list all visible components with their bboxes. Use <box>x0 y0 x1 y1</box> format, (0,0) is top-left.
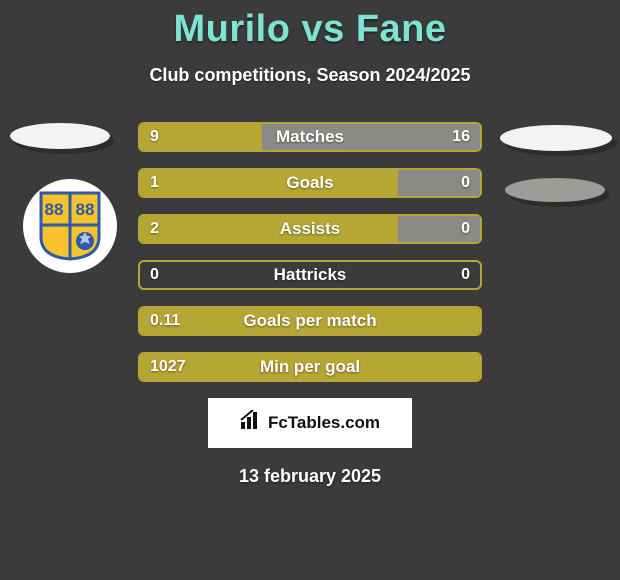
footer-brand-box[interactable]: FcTables.com <box>208 398 412 448</box>
stat-row: 1027 Min per goal <box>0 352 620 382</box>
footer-brand-text: FcTables.com <box>268 413 380 433</box>
stat-value-right: 0 <box>461 220 470 238</box>
stat-bar-gpm: 0.11 Goals per match <box>138 306 482 336</box>
subtitle: Club competitions, Season 2024/2025 <box>0 65 620 86</box>
stat-value-right: 0 <box>461 174 470 192</box>
shield-icon: 88 88 <box>39 191 101 261</box>
stat-label: Goals <box>140 173 480 193</box>
avatar-placeholder-right-2 <box>505 178 605 202</box>
date-text: 13 february 2025 <box>0 466 620 487</box>
club-badge: 88 88 <box>23 179 117 273</box>
badge-number: 88 <box>45 200 64 219</box>
stat-value-right: 16 <box>452 128 470 146</box>
chart-icon <box>240 410 262 436</box>
svg-text:88: 88 <box>76 200 95 219</box>
stat-bar-mpg: 1027 Min per goal <box>138 352 482 382</box>
stat-bar-hattricks: 0 Hattricks 0 <box>138 260 482 290</box>
stat-label: Assists <box>140 219 480 239</box>
stat-bar-matches: 9 Matches 16 <box>138 122 482 152</box>
stat-label: Matches <box>140 127 480 147</box>
stat-bar-goals: 1 Goals 0 <box>138 168 482 198</box>
stat-bar-assists: 2 Assists 0 <box>138 214 482 244</box>
stat-label: Goals per match <box>140 311 480 331</box>
stat-value-right: 0 <box>461 266 470 284</box>
stat-row: 0.11 Goals per match <box>0 306 620 336</box>
avatar-placeholder-left <box>10 123 110 149</box>
stat-label: Hattricks <box>140 265 480 285</box>
avatar-placeholder-right <box>500 125 612 151</box>
stat-label: Min per goal <box>140 357 480 377</box>
page-title: Murilo vs Fane <box>0 0 620 51</box>
